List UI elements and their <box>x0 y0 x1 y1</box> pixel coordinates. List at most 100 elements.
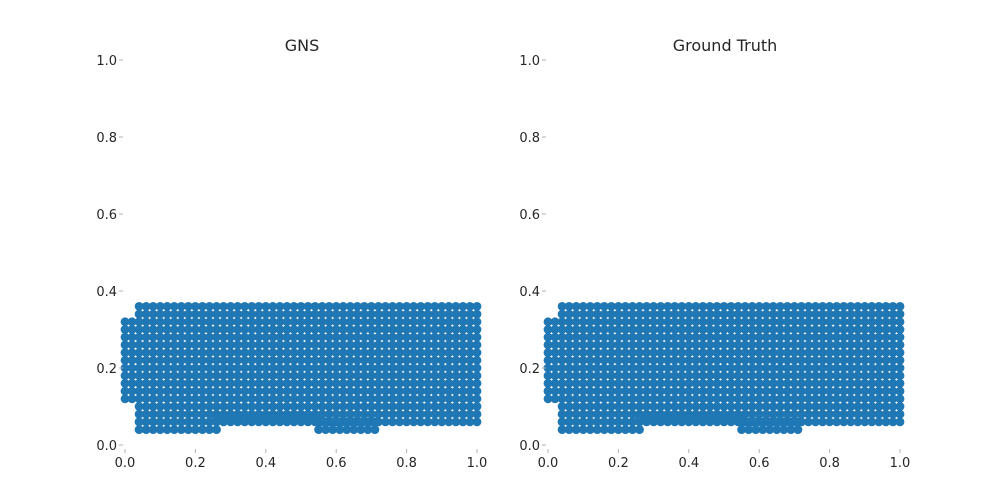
particle <box>592 348 602 357</box>
particle <box>275 379 285 388</box>
particle <box>409 386 419 396</box>
particle <box>134 317 144 327</box>
particle <box>395 332 404 342</box>
particle <box>592 332 602 342</box>
particle <box>881 317 891 327</box>
particle <box>818 386 827 396</box>
particle <box>141 355 151 365</box>
particle <box>338 402 348 411</box>
particle <box>162 386 172 396</box>
particle <box>219 340 228 350</box>
particle <box>423 386 433 396</box>
particle <box>268 386 278 396</box>
particle <box>621 309 630 319</box>
particle <box>719 402 729 411</box>
particle <box>155 317 165 327</box>
particle <box>635 379 644 388</box>
particle <box>324 394 334 404</box>
panel-title: Ground Truth <box>673 36 778 55</box>
particle <box>331 325 341 334</box>
particle <box>451 363 461 373</box>
particle <box>359 363 369 373</box>
particle <box>465 340 475 350</box>
particle <box>416 394 426 404</box>
particle <box>205 332 214 342</box>
particle <box>705 302 715 311</box>
particle <box>296 379 306 388</box>
particle <box>381 340 390 350</box>
particle <box>374 302 383 311</box>
particle <box>219 379 228 388</box>
particle <box>628 386 637 396</box>
particle <box>233 317 243 327</box>
particle <box>198 417 207 427</box>
particle <box>691 371 701 381</box>
particle <box>359 325 369 334</box>
particle <box>663 386 673 396</box>
particle <box>747 402 757 411</box>
particle <box>599 386 609 396</box>
particle <box>571 355 581 365</box>
particle <box>155 348 165 357</box>
particle <box>437 386 447 396</box>
particle <box>846 325 856 334</box>
particle <box>635 413 644 423</box>
particle <box>416 371 426 381</box>
particle <box>564 309 574 319</box>
particle <box>628 325 637 334</box>
particle <box>444 317 454 327</box>
particle <box>775 394 785 404</box>
particle <box>458 394 468 404</box>
particle <box>148 348 158 357</box>
particle <box>874 348 884 357</box>
particle <box>761 379 771 388</box>
particle <box>726 332 736 342</box>
particle <box>205 309 214 319</box>
particle <box>444 302 454 311</box>
particle <box>127 317 137 327</box>
particle <box>733 363 743 373</box>
particle <box>846 417 856 427</box>
particle <box>614 402 623 411</box>
particle <box>359 402 369 411</box>
particle <box>726 386 736 396</box>
particle <box>804 409 813 419</box>
particle <box>240 317 250 327</box>
particle <box>275 309 285 319</box>
particle <box>141 317 151 327</box>
particle <box>345 317 355 327</box>
particle <box>183 379 193 388</box>
particle <box>839 402 849 411</box>
x-tick-label: 0.2 <box>608 456 629 471</box>
particle <box>684 309 694 319</box>
particle <box>212 379 221 388</box>
particle <box>219 355 228 365</box>
particle <box>335 417 345 427</box>
particle <box>578 325 588 334</box>
particle <box>888 409 898 419</box>
particle <box>437 379 447 388</box>
particle <box>212 355 221 365</box>
particle <box>162 417 172 427</box>
particle <box>853 402 863 411</box>
particle <box>212 402 221 411</box>
particle <box>261 332 271 342</box>
particle <box>719 317 729 327</box>
particle <box>310 363 320 373</box>
particle <box>614 425 623 434</box>
particle <box>198 332 207 342</box>
particle <box>282 355 292 365</box>
particle <box>881 348 891 357</box>
particle <box>409 348 419 357</box>
particle <box>578 348 588 357</box>
particle <box>155 394 165 404</box>
particle <box>261 394 271 404</box>
particle <box>804 417 813 427</box>
particle <box>867 302 877 311</box>
particle <box>642 413 651 423</box>
particle <box>303 402 313 411</box>
particle <box>712 394 722 404</box>
particle <box>895 379 905 388</box>
particle <box>338 355 348 365</box>
particle <box>874 417 884 427</box>
